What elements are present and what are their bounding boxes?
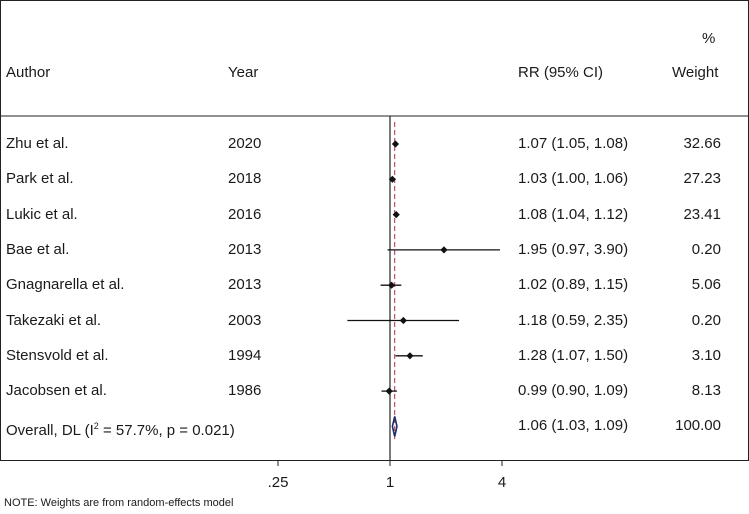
rr-ci-header: RR (95% CI) (518, 64, 604, 81)
study-author: Park et al. (6, 170, 74, 188)
study-weight: 8.13 (691, 382, 721, 400)
study-year: 2016 (228, 205, 262, 223)
study-weight: 3.10 (691, 346, 721, 364)
study-author: Stensvold et al. (6, 346, 109, 364)
study-ci: 1.18 (0.59, 2.35) (518, 311, 629, 329)
study-author: Takezaki et al. (6, 311, 102, 329)
study-ci: 1.03 (1.00, 1.06) (518, 170, 629, 188)
study-year: 2013 (228, 240, 262, 258)
point-estimate (392, 211, 400, 219)
overall-ci: 1.06 (1.03, 1.09) (518, 417, 629, 435)
study-author: Zhu et al. (6, 135, 69, 152)
study-author: Bae et al. (6, 240, 70, 258)
study-weight: 0.20 (691, 240, 721, 258)
study-year: 1994 (228, 346, 262, 364)
study-year: 2018 (228, 170, 262, 188)
study-year: 1986 (228, 382, 262, 400)
study-weight: 0.20 (691, 311, 721, 329)
x-tick-label: 4 (497, 474, 507, 491)
plot-border (0, 0, 749, 461)
study-ci: 1.28 (1.07, 1.50) (518, 346, 629, 364)
study-ci: 1.02 (0.89, 1.15) (518, 276, 629, 294)
weight-header: Weight (672, 64, 719, 81)
point-estimate (399, 316, 407, 325)
study-year: 2020 (228, 135, 262, 152)
overall-diamond (391, 416, 398, 437)
footnote: NOTE: Weights are from random-effects mo… (4, 497, 234, 509)
study-year: 2013 (228, 276, 262, 294)
x-tick-label: .25 (267, 474, 289, 491)
study-weight: 27.23 (683, 170, 721, 188)
year-header: Year (228, 64, 259, 81)
point-estimate (385, 387, 393, 395)
overall-weight: 100.00 (675, 417, 721, 435)
study-author: Jacobsen et al. (6, 382, 107, 400)
point-estimate (391, 140, 400, 148)
study-weight: 23.41 (683, 205, 721, 223)
x-tick-label: 1 (385, 474, 395, 491)
study-author: Gnagnarella et al. (6, 276, 125, 294)
point-estimate (440, 246, 448, 254)
overall-label: Overall, DL (I2 = 57.7%, p = 0.021) (6, 421, 235, 440)
study-ci: 1.07 (1.05, 1.08) (518, 135, 629, 152)
point-estimate (388, 175, 396, 183)
study-weight: 32.66 (683, 135, 721, 152)
weight-percent-header: % (702, 30, 716, 47)
study-ci: 0.99 (0.90, 1.09) (518, 382, 629, 400)
study-weight: 5.06 (691, 276, 721, 294)
author-header: Author (6, 64, 51, 81)
study-author: Lukic et al. (6, 205, 78, 223)
point-estimate (406, 352, 414, 360)
study-ci: 1.08 (1.04, 1.12) (518, 205, 629, 223)
study-year: 2003 (228, 311, 262, 329)
point-estimate (387, 281, 396, 289)
study-ci: 1.95 (0.97, 3.90) (518, 240, 629, 258)
